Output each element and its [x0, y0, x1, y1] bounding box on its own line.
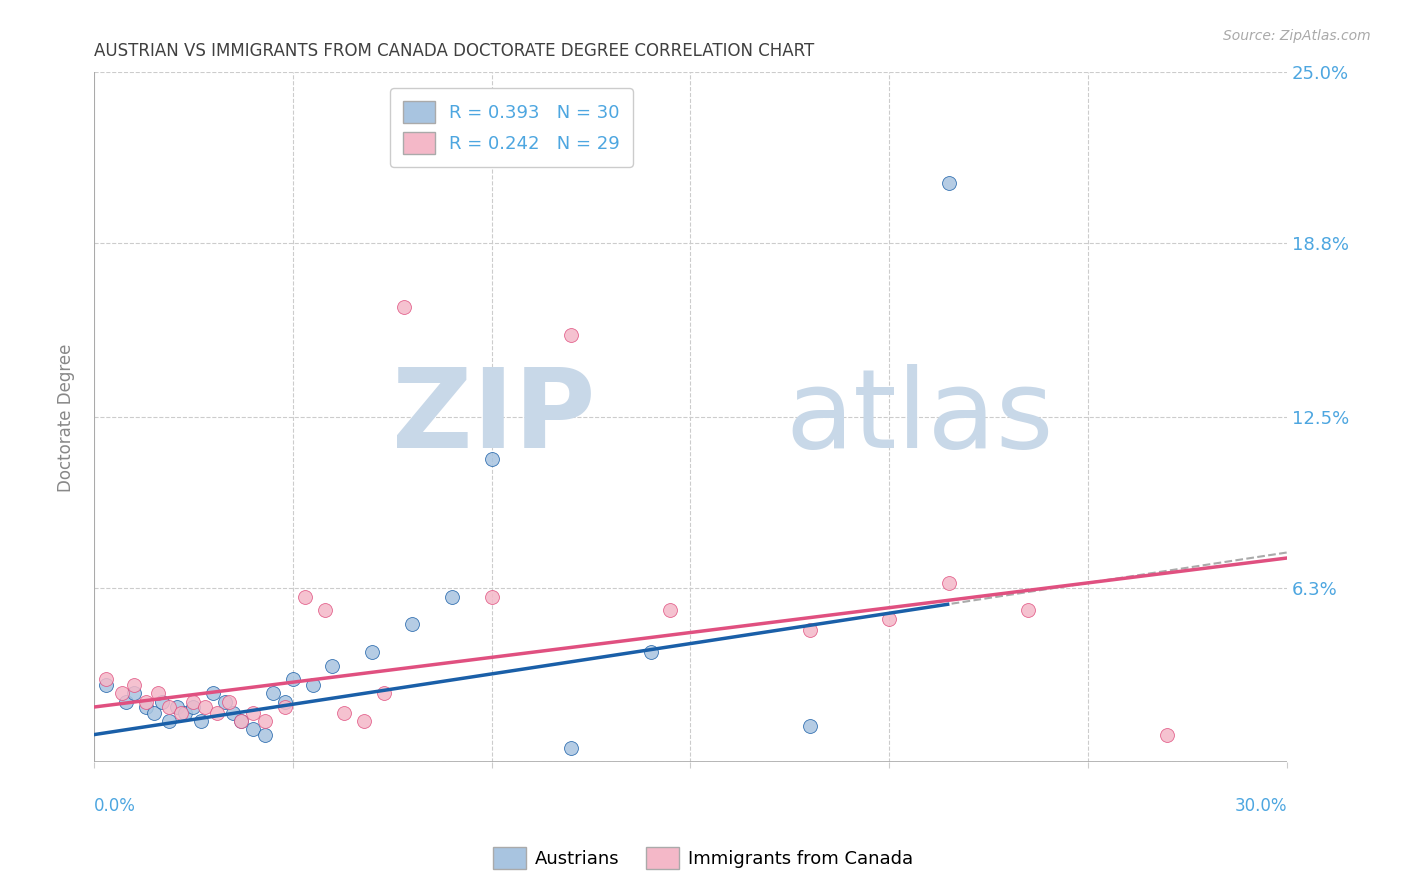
Point: [114, 694, 136, 708]
Point: [174, 706, 197, 720]
Point: [253, 728, 276, 742]
Text: Source: ZipAtlas.com: Source: ZipAtlas.com: [1223, 29, 1371, 43]
Point: [440, 590, 463, 604]
Point: [142, 706, 165, 720]
Point: [938, 176, 960, 190]
Point: [262, 686, 284, 700]
Point: [274, 700, 297, 714]
Point: [122, 686, 145, 700]
Point: [373, 686, 395, 700]
Point: [229, 714, 252, 728]
Text: 30.0%: 30.0%: [1234, 797, 1286, 814]
Point: [294, 590, 316, 604]
Point: [122, 678, 145, 692]
Point: [194, 700, 217, 714]
Point: [659, 603, 682, 617]
Point: [281, 673, 304, 687]
Text: atlas: atlas: [786, 364, 1054, 471]
Point: [94, 678, 117, 692]
Point: [401, 617, 423, 632]
Text: 0.0%: 0.0%: [94, 797, 136, 814]
Point: [159, 714, 181, 728]
Point: [218, 694, 240, 708]
Y-axis label: Doctorate Degree: Doctorate Degree: [58, 343, 75, 491]
Point: [183, 694, 205, 708]
Point: [111, 686, 134, 700]
Point: [135, 700, 157, 714]
Point: [190, 714, 212, 728]
Point: [1017, 603, 1039, 617]
Point: [150, 694, 173, 708]
Point: [301, 678, 323, 692]
Point: [640, 645, 662, 659]
Point: [560, 327, 582, 342]
Point: [560, 741, 582, 756]
Point: [146, 686, 169, 700]
Point: [1156, 728, 1178, 742]
Point: [166, 700, 188, 714]
Point: [321, 658, 343, 673]
Point: [392, 300, 415, 314]
Text: AUSTRIAN VS IMMIGRANTS FROM CANADA DOCTORATE DEGREE CORRELATION CHART: AUSTRIAN VS IMMIGRANTS FROM CANADA DOCTO…: [94, 42, 814, 60]
Point: [333, 706, 356, 720]
Point: [799, 623, 821, 637]
Point: [274, 694, 297, 708]
Point: [481, 590, 503, 604]
Text: ZIP: ZIP: [391, 364, 595, 471]
Point: [353, 714, 375, 728]
Point: [242, 706, 264, 720]
Point: [253, 714, 276, 728]
Point: [799, 719, 821, 733]
Point: [242, 722, 264, 736]
Point: [229, 714, 252, 728]
Point: [202, 686, 225, 700]
Point: [183, 700, 205, 714]
Point: [205, 706, 228, 720]
Point: [314, 603, 336, 617]
Point: [214, 694, 236, 708]
Point: [135, 694, 157, 708]
Point: [938, 575, 960, 590]
Point: [222, 706, 245, 720]
Legend: R = 0.393   N = 30, R = 0.242   N = 29: R = 0.393 N = 30, R = 0.242 N = 29: [389, 88, 633, 167]
Point: [170, 706, 193, 720]
Point: [159, 700, 181, 714]
Point: [481, 451, 503, 466]
Point: [94, 673, 117, 687]
Point: [877, 612, 900, 626]
Legend: Austrians, Immigrants from Canada: Austrians, Immigrants from Canada: [486, 839, 920, 876]
Point: [361, 645, 384, 659]
